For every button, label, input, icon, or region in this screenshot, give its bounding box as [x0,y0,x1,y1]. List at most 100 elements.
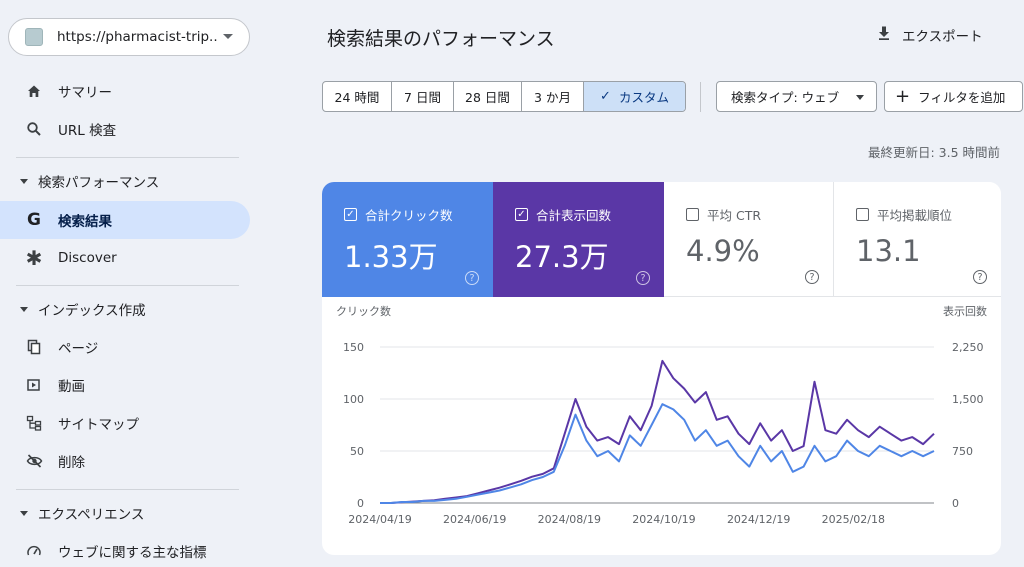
range-24h-button[interactable]: 24 時間 [323,82,392,111]
home-icon [24,81,44,101]
checkbox-unchecked-icon[interactable] [686,208,699,221]
gauge-icon [24,541,44,561]
left-tick-label: 100 [343,393,364,406]
range-custom-button[interactable]: ✓ カスタム [584,82,685,111]
series-line-clicks [380,403,935,504]
divider [16,157,239,158]
eye-off-icon [24,451,44,471]
metric-value: 4.9% [686,234,760,268]
sidebar-item-label: ウェブに関する主な指標 [58,545,207,561]
section-label: エクスペリエンス [38,507,145,523]
metric-value: 1.33万 [344,240,438,274]
filter-divider [700,82,701,112]
sidebar-item-label: 削除 [58,455,85,471]
pages-icon [24,337,44,357]
sidebar-item-pages[interactable]: ページ [0,328,250,366]
metric-label: 平均掲載順位 [877,208,953,223]
caret-down-icon [20,306,28,312]
x-tick-label: 2024/12/19 [727,513,790,526]
sidebar-item-label: URL 検査 [58,123,117,139]
last-updated-text: 最終更新日: 3.5 時間前 [867,145,1000,160]
sidebar-item-search-results[interactable]: G 検索結果 [0,201,250,239]
section-search-performance[interactable]: 検索パフォーマンス [0,166,250,196]
metric-label: 平均 CTR [707,208,762,223]
divider [16,489,239,490]
site-favicon-icon [25,28,43,46]
plus-icon: + [895,85,911,107]
search-type-dropdown[interactable]: 検索タイプ: ウェブ [716,81,877,112]
x-tick-label: 2024/08/19 [538,513,601,526]
x-tick-label: 2024/04/19 [348,513,411,526]
chart-lines [380,359,935,504]
video-icon [24,375,44,395]
section-experience[interactable]: エクスペリエンス [0,498,250,528]
metric-clicks-tile[interactable]: ✓ 合計クリック数 1.33万 ? [322,182,493,297]
sidebar-item-removals[interactable]: 削除 [0,442,250,480]
section-indexing[interactable]: インデックス作成 [0,294,250,324]
sidebar-item-label: ページ [58,341,99,357]
metric-position-tile[interactable]: 平均掲載順位 13.1 ? [834,182,1001,297]
metric-value: 27.3万 [515,240,609,274]
search-type-label: 検索タイプ: ウェブ [731,90,840,105]
sidebar-item-sitemap[interactable]: サイトマップ [0,404,250,442]
performance-card: ✓ 合計クリック数 1.33万 ? ✓ 合計表示回数 27.3万 ? 平均 CT… [322,182,1001,555]
performance-chart[interactable]: クリック数 表示回数 150 2,250 100 1,500 50 750 0 0 2024/0… [322,297,1001,555]
right-tick-label: 2,250 [952,341,984,354]
range-3m-button[interactable]: 3 か月 [522,82,584,111]
page-title: 検索結果のパフォーマンス [327,28,555,50]
date-range-group: 24 時間 7 日間 28 日間 3 か月 ✓ カスタム [322,81,686,112]
metric-ctr-tile[interactable]: 平均 CTR 4.9% ? [664,182,834,297]
sidebar-item-summary[interactable]: サマリー [0,72,250,110]
sidebar-item-label: 検索結果 [58,214,112,230]
checkbox-checked-icon[interactable]: ✓ [344,208,357,221]
export-label: エクスポート [902,29,983,45]
section-label: 検索パフォーマンス [38,175,160,191]
range-28d-button[interactable]: 28 日間 [454,82,522,111]
x-tick-label: 2024/06/19 [443,513,506,526]
metric-value: 13.1 [856,234,921,268]
right-tick-label: 750 [952,445,973,458]
sidebar-item-label: サマリー [58,85,112,101]
checkbox-checked-icon[interactable]: ✓ [515,208,528,221]
search-icon [24,119,44,139]
add-filter-button[interactable]: + フィルタを追加 [884,81,1023,112]
metric-label: 合計表示回数 [536,208,612,223]
right-tick-label: 0 [952,497,959,510]
range-custom-label: カスタム [618,90,669,105]
section-label: インデックス作成 [38,303,146,319]
help-icon[interactable]: ? [805,270,819,284]
caret-down-icon [20,178,28,184]
chart-ticks: 150 2,250 100 1,500 50 750 0 0 2024/04/19 2024/06… [343,341,984,526]
chevron-down-icon [223,34,233,39]
right-tick-label: 1,500 [952,393,984,406]
range-7d-button[interactable]: 7 日間 [392,82,454,111]
series-line-impressions [380,359,935,504]
left-tick-label: 50 [350,445,364,458]
sidebar-item-label: Discover [58,250,117,266]
sitemap-icon [24,413,44,433]
help-icon[interactable]: ? [973,270,987,284]
sidebar-item-url-inspection[interactable]: URL 検査 [0,110,250,148]
sidebar: https://pharmacist-trip.... サマリー URL 検査 … [0,0,262,567]
left-axis-label: クリック数 [336,305,391,318]
checkbox-unchecked-icon[interactable] [856,208,869,221]
left-tick-label: 150 [343,341,364,354]
add-filter-label: フィルタを追加 [918,90,1006,105]
export-button[interactable]: エクスポート [876,25,983,45]
sidebar-item-core-web-vitals[interactable]: ウェブに関する主な指標 [0,532,250,567]
asterisk-icon: ✱ [25,246,43,270]
property-selector[interactable]: https://pharmacist-trip.... [8,18,250,56]
left-tick-label: 0 [357,497,364,510]
chart-grid [380,346,934,504]
help-icon[interactable]: ? [636,271,650,285]
download-icon [876,25,892,45]
sidebar-item-label: 動画 [58,379,85,395]
help-icon[interactable]: ? [465,271,479,285]
caret-down-icon [856,95,864,100]
sidebar-item-label: サイトマップ [58,417,139,433]
metric-impressions-tile[interactable]: ✓ 合計表示回数 27.3万 ? [493,182,664,297]
caret-down-icon [20,510,28,516]
google-g-icon: G [27,210,41,230]
sidebar-item-video[interactable]: 動画 [0,366,250,404]
sidebar-item-discover[interactable]: ✱ Discover [0,239,250,277]
